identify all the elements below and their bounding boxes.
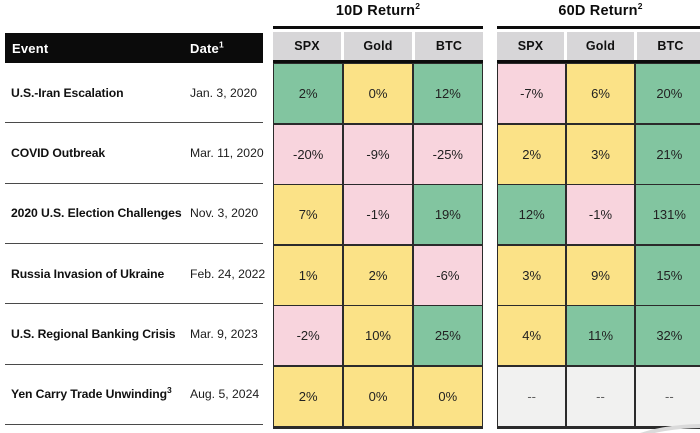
return-cell: -6%: [413, 245, 482, 305]
return-cell: 12%: [498, 185, 566, 244]
returns-60d-grid: -7% 6% 20% 2% 3% 21% 12% -1% 131% 3% 9% 15% 4% 11% 32%…: [497, 63, 700, 429]
column-header-gold: Gold: [344, 32, 412, 60]
return-cell: 32%: [635, 306, 700, 365]
return-cell: 11%: [566, 306, 635, 365]
event-name: U.S.-Iran Escalation: [11, 85, 124, 100]
returns-60d-title: 60D Return2: [497, 1, 700, 19]
return-cell: 0%: [343, 64, 413, 123]
returns-10d-column-headers: SPX Gold BTC: [273, 32, 483, 60]
column-header-btc: BTC: [637, 32, 700, 60]
event-date: Nov. 3, 2020: [190, 206, 259, 221]
return-cell: 0%: [413, 366, 482, 426]
event-row: 2020 U.S. Election Challenges Nov. 3, 202…: [5, 184, 263, 244]
returns-60d-title-text: 60D Return: [558, 3, 638, 19]
event-date: Feb. 24, 2022: [190, 266, 266, 281]
return-cell: -9%: [343, 124, 413, 184]
date-header-text: Date: [190, 40, 219, 56]
return-cell: 12%: [413, 64, 482, 123]
return-cell: 15%: [635, 245, 700, 305]
return-cell: -1%: [343, 185, 413, 244]
return-cell: 20%: [635, 64, 700, 123]
column-header-btc: BTC: [415, 32, 483, 60]
event-header-label: Event: [12, 40, 49, 56]
returns-10d-title: 10D Return2: [273, 1, 483, 19]
returns-10d-grid: 2% 0% 12% -20% -9% -25% 7% -1% 19% 1% 2% -6% -2% 10% 2…: [273, 63, 483, 429]
event-name: COVID Outbreak: [11, 145, 106, 160]
return-cell: 2%: [498, 124, 566, 184]
returns-60d-column-headers: SPX Gold BTC: [497, 32, 700, 60]
return-cell: 3%: [498, 245, 566, 305]
returns-10d-footnote: 2: [415, 1, 421, 12]
return-cell: 25%: [413, 306, 482, 365]
column-header-spx: SPX: [497, 32, 564, 60]
event-name: Yen Carry Trade Unwinding3: [11, 385, 172, 402]
header-underline: [273, 60, 483, 63]
return-cell: -2%: [274, 306, 343, 365]
date-header-label: Date1: [190, 39, 224, 56]
return-cell: -20%: [274, 124, 343, 184]
title-underline: [273, 26, 483, 29]
returns-10d-title-text: 10D Return: [335, 3, 416, 19]
return-cell: 2%: [274, 366, 343, 426]
event-date: Jan. 3, 2020: [190, 85, 258, 100]
return-cell: 4%: [498, 306, 566, 365]
header-underline: [497, 60, 700, 63]
event-footnote: 3: [166, 385, 172, 396]
returns-10d-block: 10D Return2 SPX Gold BTC 2% 0% 12% -20% -9% -25…: [273, 0, 483, 433]
returns-60d-footnote: 2: [637, 1, 643, 12]
event-name: U.S. Regional Banking Crisis: [11, 326, 176, 341]
event-row: U.S. Regional Banking Crisis Mar. 9, 2023: [5, 304, 263, 365]
event-row: COVID Outbreak Mar. 11, 2020: [5, 123, 264, 184]
event-rows: U.S.-Iran Escalation Jan. 3, 2020 COVID Ou…: [5, 63, 266, 425]
event-date-header-bar: Event Date1: [5, 33, 263, 63]
return-cell: 7%: [274, 185, 343, 244]
return-cell: 0%: [343, 366, 413, 426]
event-date: Mar. 9, 2023: [190, 326, 258, 341]
event-row: U.S.-Iran Escalation Jan. 3, 2020: [5, 63, 263, 124]
event-row: Russia Invasion of Ukraine Feb. 24, 2022: [5, 244, 266, 305]
return-cell: -7%: [498, 64, 566, 123]
return-cell: 10%: [343, 306, 413, 365]
return-cell: -25%: [413, 124, 482, 184]
event-date: Aug. 5, 2024: [190, 387, 260, 402]
event-name: Russia Invasion of Ukraine: [11, 266, 165, 281]
event-date: Mar. 11, 2020: [190, 145, 264, 160]
return-cell: --: [566, 366, 635, 426]
return-cell: 6%: [566, 64, 635, 123]
return-cell: 21%: [635, 124, 700, 184]
return-cell: 1%: [274, 245, 343, 305]
return-cell: 2%: [274, 64, 343, 123]
event-name: 2020 U.S. Election Challenges: [11, 206, 182, 221]
return-cell: 19%: [413, 185, 482, 244]
title-underline: [497, 26, 700, 29]
return-cell: 9%: [566, 245, 635, 305]
column-header-spx: SPX: [273, 32, 341, 60]
return-cell: 3%: [566, 124, 635, 184]
return-cell: 2%: [343, 245, 413, 305]
date-header-footnote: 1: [218, 39, 224, 50]
return-cell: --: [635, 366, 700, 426]
column-header-gold: Gold: [567, 32, 634, 60]
event-row: Yen Carry Trade Unwinding3 Aug. 5, 2024: [5, 365, 263, 425]
returns-60d-block: 60D Return2 SPX Gold BTC -7% 6% 20% 2% 3% 21% 12…: [497, 0, 700, 433]
return-cell: 131%: [635, 185, 700, 244]
return-cell: --: [498, 366, 566, 426]
return-cell: -1%: [566, 185, 635, 244]
